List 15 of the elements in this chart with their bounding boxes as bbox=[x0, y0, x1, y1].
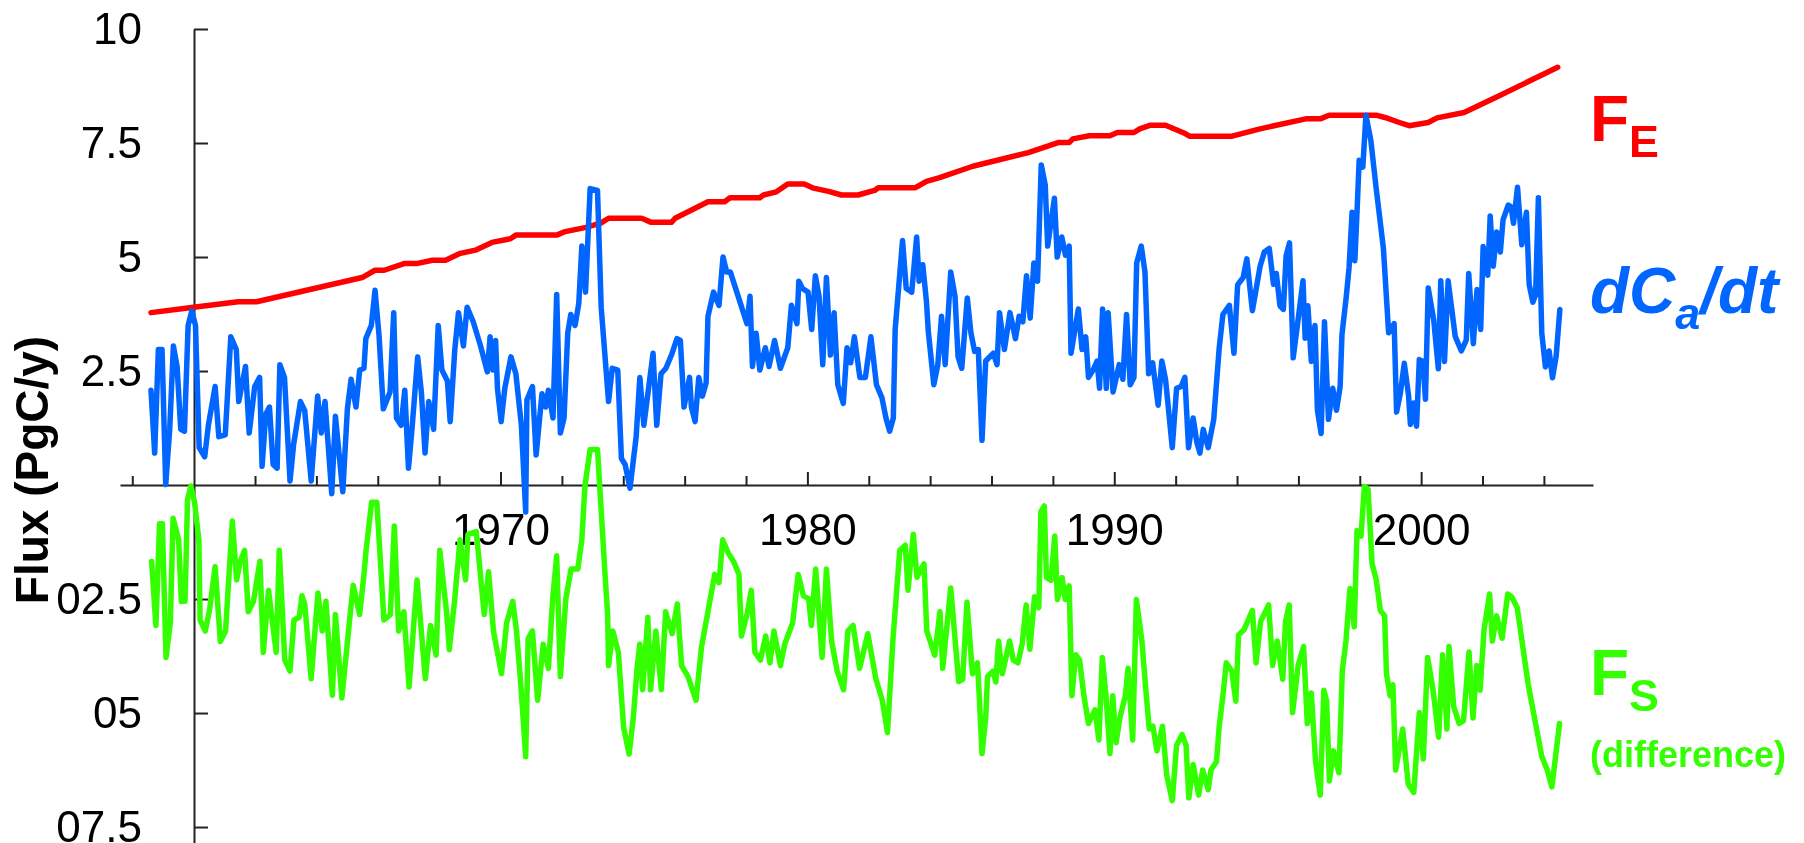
y-tick-label: 07.5 bbox=[56, 801, 142, 843]
y-tick-label: 7.5 bbox=[80, 117, 142, 167]
x-tick-label: 1990 bbox=[1065, 505, 1164, 555]
y-tick-label: 2.5 bbox=[80, 345, 142, 395]
x-tick-label: 2000 bbox=[1372, 505, 1471, 555]
series-label: dC$_{a}$/dt bbox=[1590, 255, 1782, 338]
y-tick-label: 10 bbox=[93, 3, 142, 53]
annotation: (difference) bbox=[1590, 734, 1787, 775]
y-axis-title: Flux (PgC/y) bbox=[6, 335, 59, 605]
series-label: F$_{S}$ bbox=[1590, 637, 1659, 720]
y-tick-label: 02.5 bbox=[56, 573, 142, 623]
series-label: F$_{E}$ bbox=[1590, 83, 1659, 166]
x-tick-label: 1980 bbox=[758, 505, 857, 555]
y-tick-label: 05 bbox=[93, 687, 142, 737]
y-tick-label: 5 bbox=[117, 231, 142, 281]
